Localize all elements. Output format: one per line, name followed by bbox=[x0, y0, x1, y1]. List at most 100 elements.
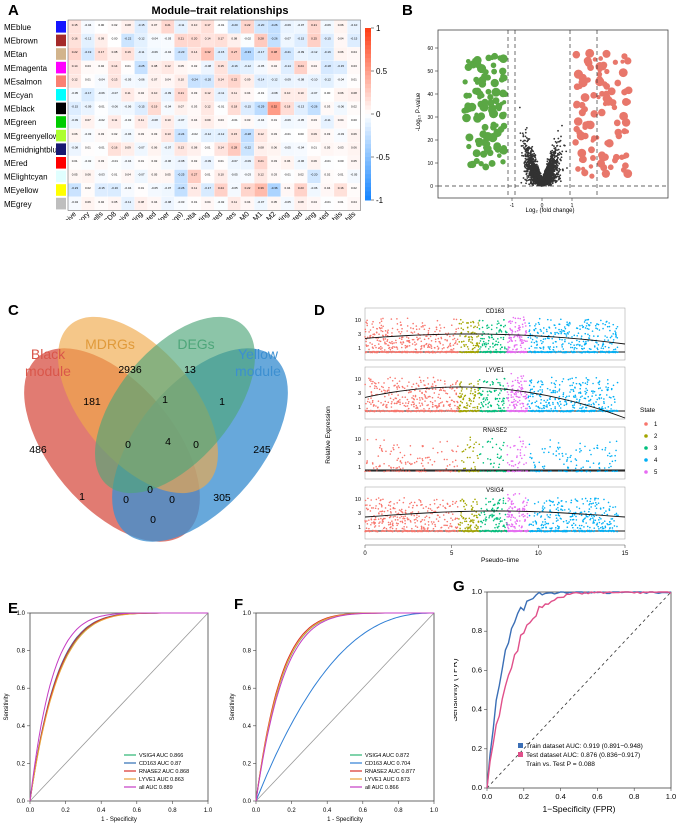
volcano-point-up bbox=[615, 132, 623, 140]
pseudo-point bbox=[435, 410, 437, 412]
volcano-point-up bbox=[609, 99, 617, 107]
pseudo-point bbox=[364, 383, 366, 386]
pseudo-point bbox=[401, 385, 404, 388]
pseudo-point bbox=[494, 351, 497, 353]
pseudo-point bbox=[429, 395, 431, 398]
pseudo-point bbox=[367, 398, 370, 400]
pseudo-point bbox=[498, 350, 501, 353]
volcano-point-ns bbox=[556, 144, 559, 147]
volcano-point-up bbox=[602, 49, 611, 58]
colorbar-segment bbox=[365, 101, 371, 106]
volcano-point-up bbox=[607, 164, 614, 171]
volcano-point-up bbox=[597, 71, 603, 77]
pseudo-point bbox=[566, 331, 569, 334]
pseudo-point bbox=[415, 351, 417, 354]
pseudo-point bbox=[439, 379, 442, 382]
heatmap-cell-value: 0.01 bbox=[138, 186, 144, 190]
pseudo-point bbox=[602, 342, 604, 344]
heatmap-cell-value: -0.15 bbox=[98, 186, 105, 190]
pseudo-point bbox=[403, 351, 405, 353]
pseudo-point bbox=[431, 396, 434, 399]
module-label: MEtan bbox=[4, 50, 27, 59]
colorbar-segment bbox=[365, 178, 371, 184]
pseudo-point bbox=[573, 351, 575, 354]
pseudo-point bbox=[512, 348, 514, 351]
volcano-point-up bbox=[598, 108, 606, 117]
pseudo-point bbox=[583, 347, 585, 350]
heatmap-cell-value: 0.03 bbox=[311, 118, 317, 122]
module-label: MElightcyan bbox=[4, 173, 48, 182]
volcano-point-up bbox=[619, 154, 625, 160]
pseudo-point bbox=[452, 344, 455, 346]
pseudo-point bbox=[371, 382, 373, 385]
pseudo-point bbox=[377, 406, 379, 408]
pseudo-point bbox=[522, 326, 524, 328]
volcano-point-ns bbox=[542, 181, 545, 184]
volcano-point-ns bbox=[550, 151, 553, 154]
venn-label-black-2: module bbox=[25, 363, 71, 379]
pseudo-point bbox=[383, 351, 385, 353]
heatmap-cell-value: 0.01 bbox=[112, 173, 118, 177]
pseudo-point bbox=[431, 388, 434, 390]
pseudo-point bbox=[500, 331, 503, 333]
pseudo-point bbox=[452, 334, 455, 337]
pseudo-point bbox=[509, 328, 512, 331]
volcano-point-up bbox=[597, 68, 602, 73]
pseudo-point bbox=[427, 410, 430, 413]
pseudo-point bbox=[433, 381, 436, 383]
volcano-point-ns bbox=[531, 170, 533, 173]
pseudo-point bbox=[423, 328, 426, 331]
heatmap-cell-value: 0.06 bbox=[85, 173, 91, 177]
pseudo-point bbox=[397, 350, 400, 353]
heatmap-cell-value: 0.06 bbox=[152, 145, 158, 149]
pseudo-point bbox=[391, 327, 394, 330]
colorbar-segment bbox=[365, 49, 371, 55]
pseudo-point bbox=[524, 340, 527, 342]
venn-label-mdrgs: MDRGs bbox=[85, 336, 135, 352]
pseudo-point bbox=[382, 339, 385, 341]
pseudo-gene-title: CD163 bbox=[486, 309, 505, 315]
volcano-point-ns bbox=[547, 179, 550, 182]
pseudo-point bbox=[395, 351, 398, 354]
volcano-point-up bbox=[578, 156, 586, 163]
pseudo-point bbox=[454, 404, 456, 407]
pseudo-point bbox=[447, 409, 450, 412]
venn-count: 0 bbox=[123, 494, 129, 506]
pseudo-point bbox=[523, 339, 525, 342]
pseudo-point bbox=[476, 344, 479, 346]
heatmap-cell-value: 0.02 bbox=[112, 132, 118, 136]
heatmap-cell-value: -0.12 bbox=[204, 132, 211, 136]
pseudo-point bbox=[463, 351, 466, 354]
venn-label-black-1: Black bbox=[31, 346, 66, 362]
pseudo-point bbox=[607, 351, 610, 354]
pseudo-point bbox=[364, 330, 367, 333]
pseudo-point bbox=[396, 346, 398, 349]
heatmap-cell-value: 0.25 bbox=[311, 37, 317, 41]
volcano-point-up bbox=[590, 91, 597, 99]
heatmap-cell-value: 0.14 bbox=[218, 77, 224, 81]
pseudo-point bbox=[439, 351, 441, 354]
pseudo-point bbox=[426, 377, 429, 379]
pseudo-point bbox=[408, 400, 410, 403]
pseudo-point bbox=[588, 335, 591, 337]
heatmap-cell-value: -0.13 bbox=[297, 105, 304, 109]
pseudo-point bbox=[576, 334, 579, 337]
pseudo-point bbox=[607, 339, 610, 341]
heatmap-cell-value: 0.01 bbox=[125, 64, 131, 68]
pseudo-point bbox=[564, 338, 566, 341]
volcano-point-ns bbox=[532, 154, 535, 157]
pseudo-point bbox=[483, 342, 486, 345]
pseudo-point bbox=[381, 347, 383, 349]
venn-label-yellow-2: module bbox=[235, 363, 281, 379]
pseudo-point bbox=[584, 342, 586, 344]
pseudo-point bbox=[407, 337, 410, 339]
heatmap-cell-value: 0.02 bbox=[351, 105, 357, 109]
volcano-point-ns bbox=[555, 155, 558, 157]
heatmap-cell-value: -0.07 bbox=[164, 186, 171, 190]
pseudo-point bbox=[476, 326, 479, 329]
pseudo-point bbox=[507, 347, 510, 349]
pseudo-point bbox=[534, 324, 536, 327]
pseudo-point bbox=[435, 326, 438, 329]
pseudo-point bbox=[419, 399, 421, 401]
